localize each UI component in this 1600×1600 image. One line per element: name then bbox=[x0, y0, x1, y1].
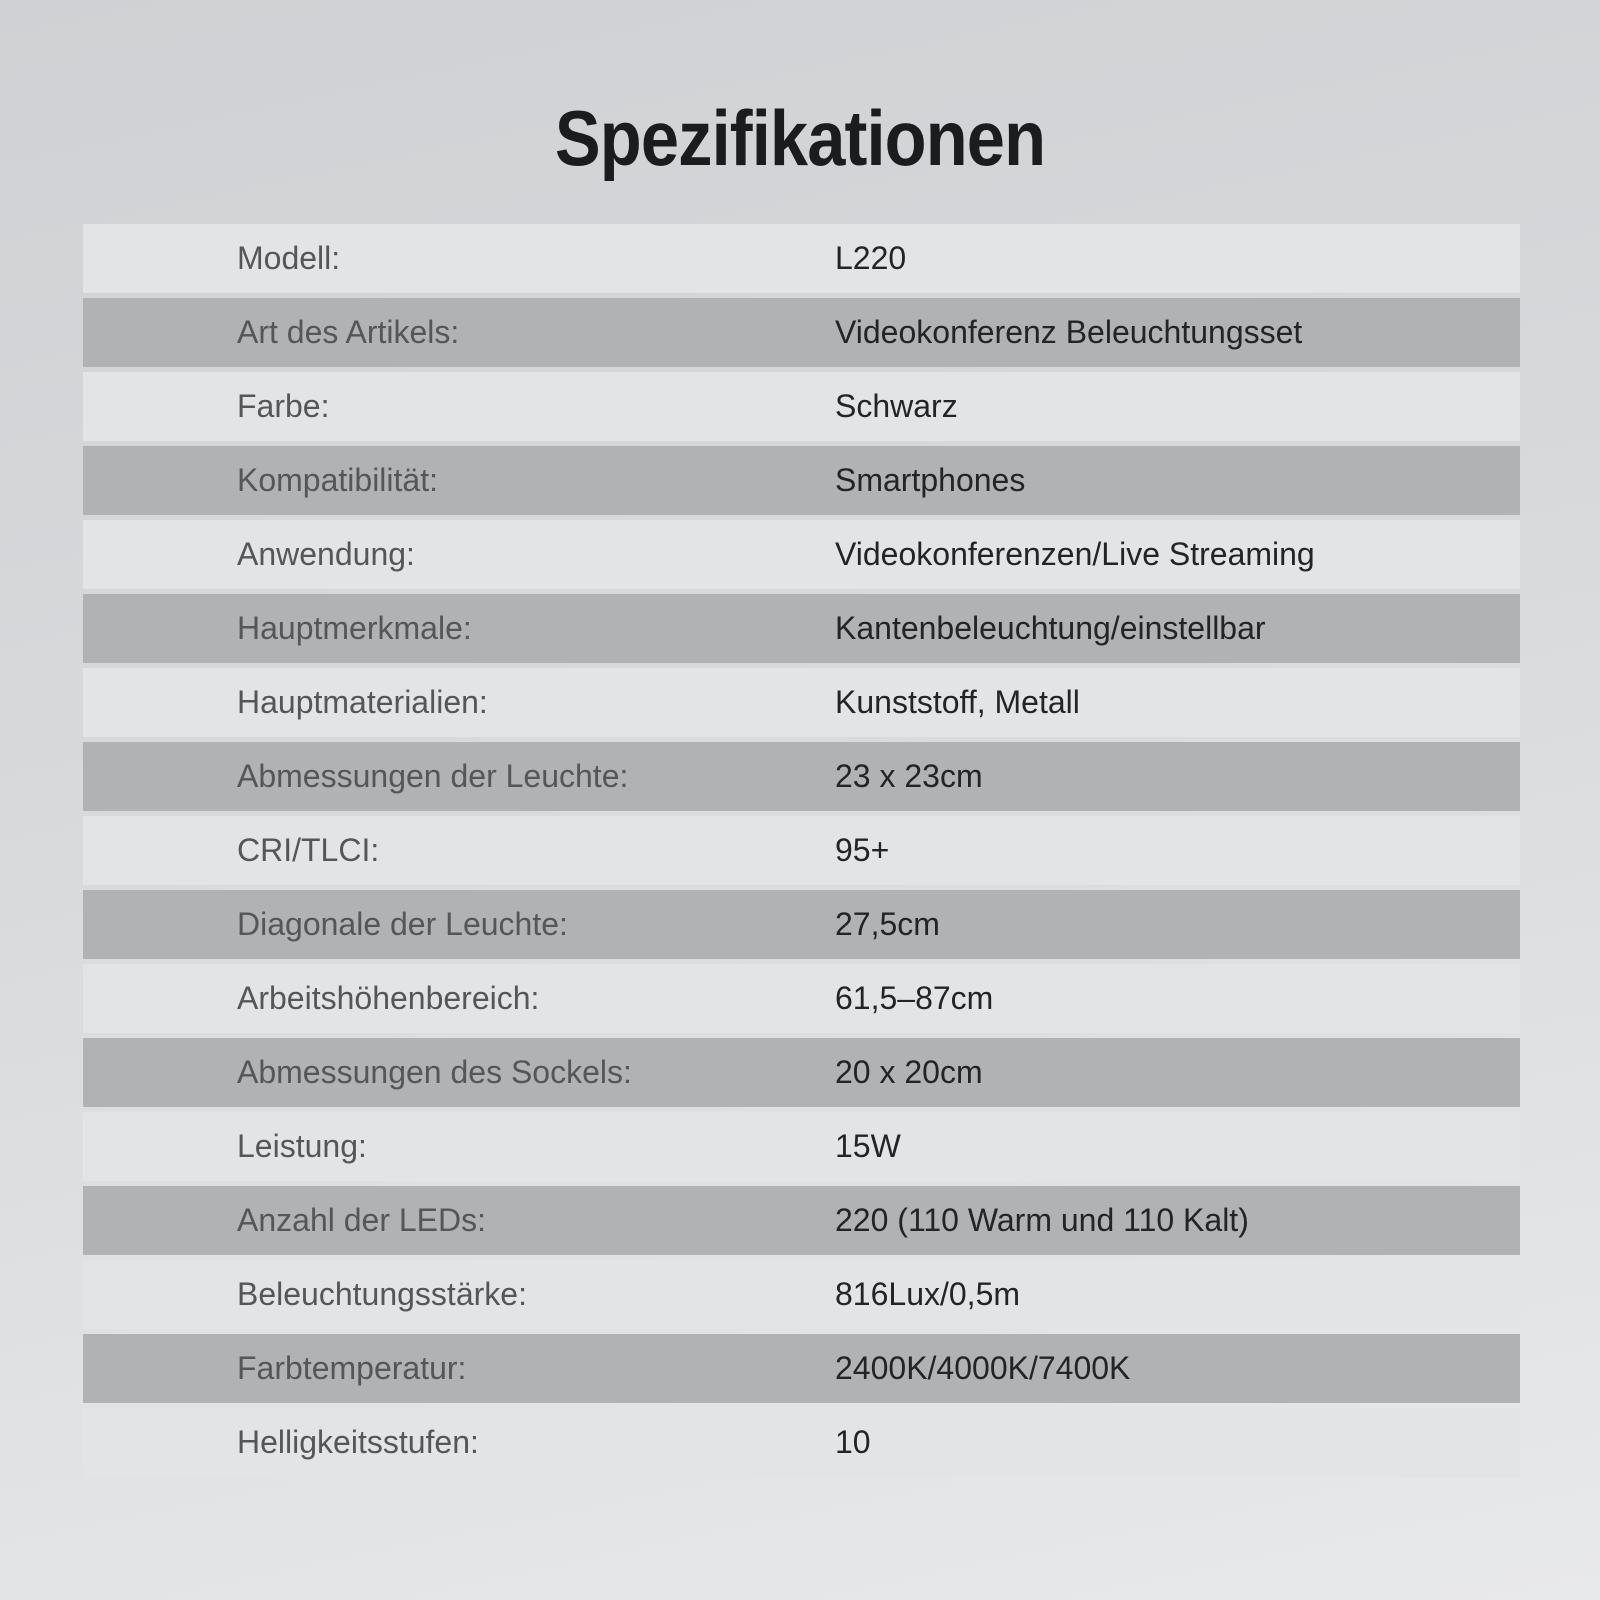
table-row: Leistung: 15W bbox=[83, 1111, 1520, 1181]
page-title: Spezifikationen bbox=[554, 94, 1046, 182]
spec-label: Kompatibilität: bbox=[237, 461, 438, 498]
spec-table: Modell: L220 Art des Artikels: Videokonf… bbox=[83, 223, 1520, 1477]
spec-label: Arbeitshöhenbereich: bbox=[237, 979, 540, 1016]
spec-label: Diagonale der Leuchte: bbox=[237, 905, 568, 942]
spec-value: 27,5cm bbox=[835, 905, 940, 942]
spec-value: 2400K/4000K/7400K bbox=[835, 1349, 1131, 1386]
spec-value: 220 (110 Warm und 110 Kalt) bbox=[835, 1201, 1249, 1238]
table-row: Farbtemperatur: 2400K/4000K/7400K bbox=[83, 1333, 1520, 1403]
spec-label: Leistung: bbox=[237, 1127, 367, 1164]
spec-value: 20 x 20cm bbox=[835, 1053, 983, 1090]
spec-value: L220 bbox=[835, 239, 907, 276]
spec-label: Anzahl der LEDs: bbox=[237, 1201, 487, 1238]
spec-value: Smartphones bbox=[835, 461, 1026, 498]
spec-value: Videokonferenzen/Live Streaming bbox=[835, 535, 1315, 572]
spec-value: Schwarz bbox=[835, 387, 958, 424]
spec-label: CRI/TLCI: bbox=[237, 831, 380, 868]
spec-label: Abmessungen der Leuchte: bbox=[237, 757, 629, 794]
table-row: Abmessungen der Leuchte: 23 x 23cm bbox=[83, 741, 1520, 811]
spec-label: Beleuchtungsstärke: bbox=[237, 1275, 527, 1312]
table-row: Anzahl der LEDs: 220 (110 Warm und 110 K… bbox=[83, 1185, 1520, 1255]
spec-value: 15W bbox=[835, 1127, 901, 1164]
spec-label: Hauptmerkmale: bbox=[237, 609, 472, 646]
spec-label: Farbe: bbox=[237, 387, 330, 424]
spec-label: Farbtemperatur: bbox=[237, 1349, 467, 1386]
spec-value: Kunststoff, Metall bbox=[835, 683, 1080, 720]
table-row: Helligkeitsstufen: 10 bbox=[83, 1407, 1520, 1477]
spec-value: 23 x 23cm bbox=[835, 757, 983, 794]
table-row: Arbeitshöhenbereich: 61,5–87cm bbox=[83, 963, 1520, 1033]
spec-value: Kantenbeleuchtung/einstellbar bbox=[835, 609, 1266, 646]
spec-value: 816Lux/0,5m bbox=[835, 1275, 1021, 1312]
table-row: Hauptmerkmale: Kantenbeleuchtung/einstel… bbox=[83, 593, 1520, 663]
table-row: Diagonale der Leuchte: 27,5cm bbox=[83, 889, 1520, 959]
table-row: Hauptmaterialien: Kunststoff, Metall bbox=[83, 667, 1520, 737]
spec-label: Helligkeitsstufen: bbox=[237, 1423, 479, 1460]
table-row: Anwendung: Videokonferenzen/Live Streami… bbox=[83, 519, 1520, 589]
table-row: Abmessungen des Sockels: 20 x 20cm bbox=[83, 1037, 1520, 1107]
spec-label: Hauptmaterialien: bbox=[237, 683, 488, 720]
table-row: Beleuchtungsstärke: 816Lux/0,5m bbox=[83, 1259, 1520, 1329]
spec-value: 61,5–87cm bbox=[835, 979, 994, 1016]
spec-label: Anwendung: bbox=[237, 535, 415, 572]
table-row: Art des Artikels: Videokonferenz Beleuch… bbox=[83, 297, 1520, 367]
table-row: Farbe: Schwarz bbox=[83, 371, 1520, 441]
table-row: CRI/TLCI: 95+ bbox=[83, 815, 1520, 885]
spec-value: 95+ bbox=[835, 831, 890, 868]
spec-label: Modell: bbox=[237, 239, 341, 276]
spec-value: 10 bbox=[835, 1423, 871, 1460]
table-row: Modell: L220 bbox=[83, 223, 1520, 293]
table-row: Kompatibilität: Smartphones bbox=[83, 445, 1520, 515]
spec-label: Art des Artikels: bbox=[237, 313, 460, 350]
spec-value: Videokonferenz Beleuchtungsset bbox=[835, 313, 1303, 350]
spec-label: Abmessungen des Sockels: bbox=[237, 1053, 632, 1090]
